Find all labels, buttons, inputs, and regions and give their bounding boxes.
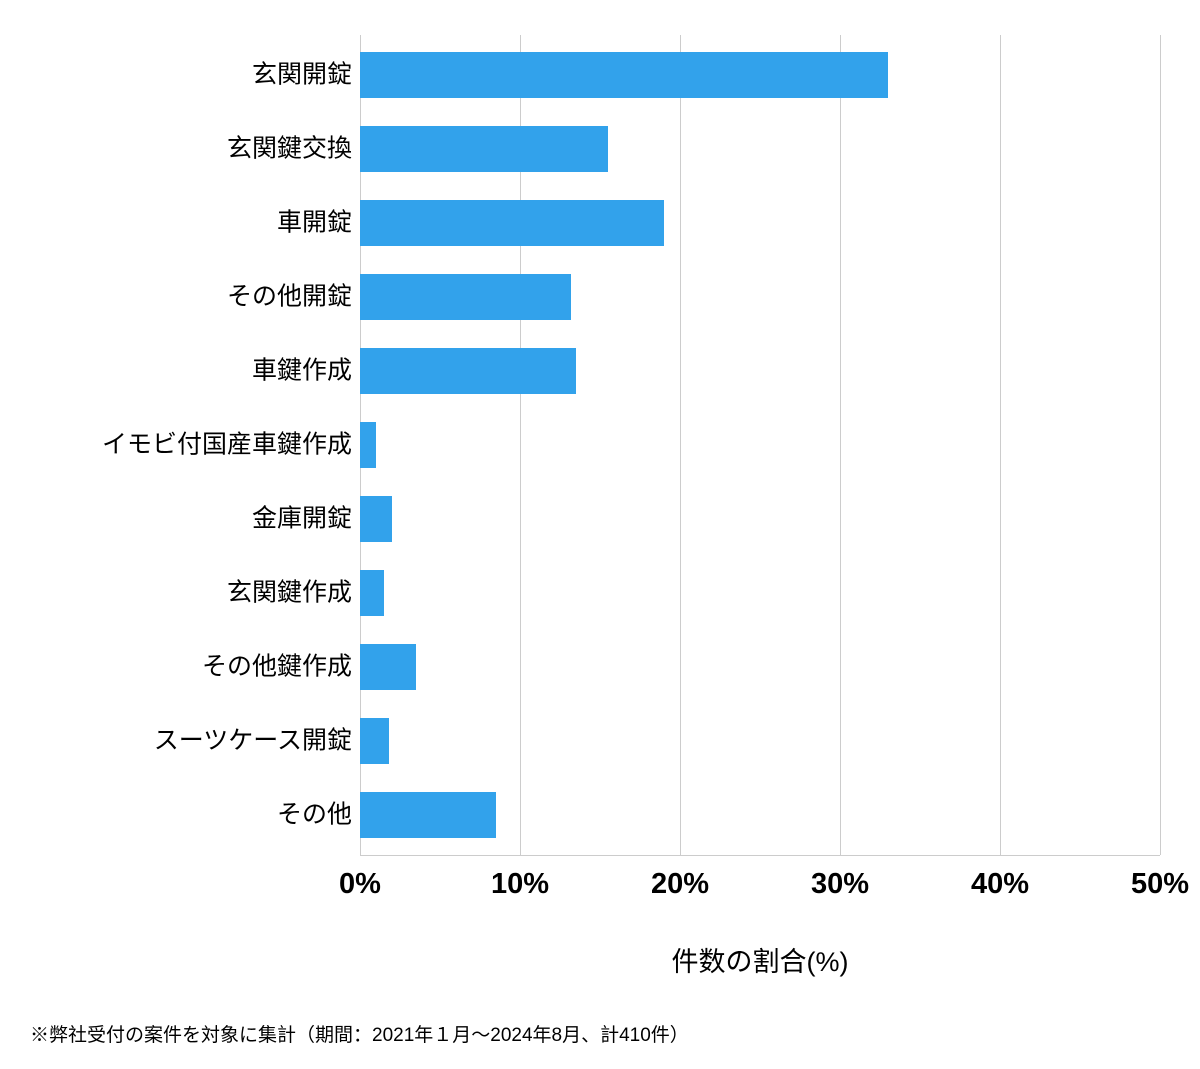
footnote-text: ※弊社受付の案件を対象に集計（期間：2021年１月〜2024年8月、計410件） [30,1020,689,1047]
bar-row [360,52,1160,98]
category-label: 玄関鍵交換 [32,137,352,162]
category-label: 玄関鍵作成 [32,581,352,606]
plot-area [360,35,1160,855]
bar [360,422,376,468]
bar-row [360,274,1160,320]
x-tick-label: 50% [1131,868,1189,901]
bar-row [360,200,1160,246]
bar [360,718,389,764]
bar-row [360,126,1160,172]
bar-row [360,496,1160,542]
bar [360,792,496,838]
bar [360,496,392,542]
x-tick-label: 0% [339,868,381,901]
category-label: その他鍵作成 [32,655,352,680]
x-axis-line [360,855,1160,856]
bar-row [360,570,1160,616]
chart-container: 件数の割合(%) 0%10%20%30%40%50%玄関開錠玄関鍵交換車開錠その… [30,20,1170,940]
x-tick-label: 20% [651,868,709,901]
category-label: イモビ付国産車鍵作成 [32,433,352,458]
bar-row [360,644,1160,690]
bar-row [360,792,1160,838]
bar-row [360,422,1160,468]
category-label: スーツケース開錠 [32,729,352,754]
category-label: 車鍵作成 [32,359,352,384]
category-label: 金庫開錠 [32,507,352,532]
category-label: 玄関開錠 [32,63,352,88]
bar [360,200,664,246]
bar [360,644,416,690]
category-label: その他開錠 [32,285,352,310]
x-axis-title: 件数の割合(%) [360,940,1160,979]
x-tick-label: 10% [491,868,549,901]
x-tick-label: 40% [971,868,1029,901]
bar [360,52,888,98]
bar-row [360,718,1160,764]
bar [360,348,576,394]
gridline [1160,35,1161,855]
category-label: 車開錠 [32,211,352,236]
bar [360,570,384,616]
category-label: その他 [32,803,352,828]
bar [360,126,608,172]
bar-row [360,348,1160,394]
bar [360,274,571,320]
x-tick-label: 30% [811,868,869,901]
